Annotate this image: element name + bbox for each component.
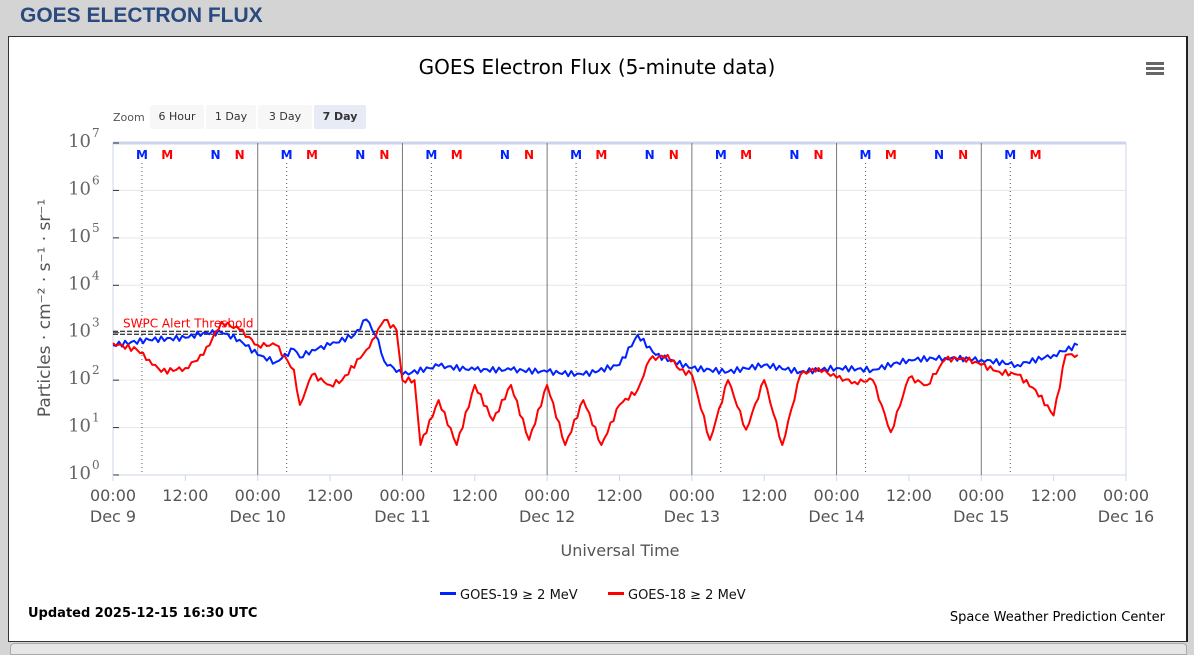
credit-text: Space Weather Prediction Center: [950, 610, 1166, 625]
orbit-marker-m: M: [1004, 148, 1016, 162]
orbit-marker-m: M: [425, 148, 437, 162]
series-line-goes19[interactable]: [112, 318, 1079, 378]
y-tick-label: 10: [68, 321, 91, 342]
y-tick-exponent: 4: [92, 268, 100, 282]
y-tick-exponent: 7: [92, 126, 100, 140]
orbit-marker-m: M: [885, 148, 897, 162]
orbit-marker-n: N: [524, 148, 534, 162]
orbit-marker-n: N: [355, 148, 365, 162]
x-tick-date: Dec 10: [230, 507, 286, 526]
y-tick-exponent: 1: [92, 411, 100, 425]
zoom-button-bg: [150, 105, 204, 129]
x-tick-time: 00:00: [524, 486, 570, 505]
y-tick-label: 10: [68, 368, 91, 389]
orbit-marker-m: M: [161, 148, 173, 162]
x-tick-time: 00:00: [1103, 486, 1149, 505]
orbit-marker-m: M: [281, 148, 293, 162]
plot-frame: [112, 142, 1127, 476]
orbit-marker-n: N: [669, 148, 679, 162]
x-tick-time: 00:00: [90, 486, 136, 505]
zoom-button-label: 3 Day: [269, 110, 302, 123]
zoom-button-label: 1 Day: [215, 110, 248, 123]
y-tick-exponent: 3: [92, 316, 100, 330]
x-tick-date: Dec 16: [1098, 507, 1154, 526]
x-tick-time: 00:00: [379, 486, 425, 505]
x-tick-date: Dec 13: [664, 507, 720, 526]
hamburger-menu-icon[interactable]: [1146, 62, 1164, 75]
x-tick-time: 12:00: [307, 486, 353, 505]
orbit-marker-m: M: [595, 148, 607, 162]
x-tick-time: 00:00: [235, 486, 281, 505]
y-tick-exponent: 2: [92, 363, 100, 377]
x-tick-time: 00:00: [669, 486, 715, 505]
legend: GOES-19 ≥ 2 MeV GOES-18 ≥ 2 MeV: [440, 588, 746, 603]
orbit-marker-n: N: [235, 148, 245, 162]
orbit-marker-m: M: [860, 148, 872, 162]
y-tick-label: 10: [68, 463, 91, 484]
orbit-marker-n: N: [789, 148, 799, 162]
orbit-marker-n: N: [210, 148, 220, 162]
orbit-marker-n: N: [645, 148, 655, 162]
orbit-marker-m: M: [136, 148, 148, 162]
y-axis-label: Particles · cm⁻² · s⁻¹ · sr⁻¹: [35, 199, 55, 417]
x-tick-date: Dec 11: [374, 507, 430, 526]
y-tick-label: 10: [68, 131, 91, 152]
zoom-button-label: 6 Hour: [159, 110, 196, 123]
legend-item-goes18[interactable]: GOES-18 ≥ 2 MeV: [608, 588, 746, 603]
x-tick-time: 00:00: [958, 486, 1004, 505]
orbit-marker-m: M: [306, 148, 318, 162]
x-tick-time: 12:00: [162, 486, 208, 505]
y-tick-exponent: 6: [92, 173, 100, 187]
zoom-button-6-hour[interactable]: 6 Hour: [150, 105, 204, 129]
zoom-button-label: 7 Day: [323, 110, 358, 123]
y-tick-label: 10: [68, 273, 91, 294]
x-tick-date: Dec 9: [90, 507, 136, 526]
zoom-button-bg: [314, 105, 366, 129]
orbit-marker-n: N: [958, 148, 968, 162]
orbit-marker-m: M: [1030, 148, 1042, 162]
orbit-marker-n: N: [379, 148, 389, 162]
x-tick-time: 12:00: [596, 486, 642, 505]
updated-timestamp: Updated 2025-12-15 16:30 UTC: [28, 606, 257, 621]
y-tick-label: 10: [68, 416, 91, 437]
y-tick-label: 10: [68, 178, 91, 199]
page-title: GOES ELECTRON FLUX: [20, 4, 263, 27]
y-tick-exponent: 0: [92, 458, 100, 472]
x-tick-time: 12:00: [886, 486, 932, 505]
zoom-label: Zoom: [113, 111, 145, 124]
x-tick-date: Dec 15: [953, 507, 1009, 526]
zoom-button-bg: [258, 105, 312, 129]
x-tick-time: 12:00: [452, 486, 498, 505]
orbit-marker-m: M: [451, 148, 463, 162]
x-tick-time: 12:00: [1031, 486, 1077, 505]
x-tick-date: Dec 12: [519, 507, 575, 526]
legend-item-goes19[interactable]: GOES-19 ≥ 2 MeV: [440, 588, 578, 603]
series-line-goes18[interactable]: [112, 318, 1079, 446]
x-tick-time: 12:00: [741, 486, 787, 505]
threshold-label: SWPC Alert Threshold: [123, 317, 253, 331]
y-tick-exponent: 5: [92, 221, 100, 235]
orbit-marker-m: M: [715, 148, 727, 162]
orbit-marker-m: M: [570, 148, 582, 162]
chart-panel: [8, 36, 1188, 642]
zoom-button-bg: [206, 105, 256, 129]
x-tick-time: 00:00: [814, 486, 860, 505]
zoom-button-3-day[interactable]: 3 Day: [258, 105, 312, 129]
zoom-button-7-day[interactable]: 7 Day: [314, 105, 366, 129]
zoom-button-1-day[interactable]: 1 Day: [206, 105, 256, 129]
x-tick-date: Dec 14: [808, 507, 864, 526]
x-axis-label: Universal Time: [560, 541, 679, 560]
chart-title: GOES Electron Flux (5-minute data): [419, 55, 776, 79]
orbit-marker-n: N: [813, 148, 823, 162]
orbit-marker-n: N: [500, 148, 510, 162]
legend-label: GOES-19 ≥ 2 MeV: [460, 588, 578, 603]
orbit-marker-m: M: [740, 148, 752, 162]
legend-label: GOES-18 ≥ 2 MeV: [628, 588, 746, 603]
orbit-marker-n: N: [934, 148, 944, 162]
y-tick-label: 10: [68, 226, 91, 247]
